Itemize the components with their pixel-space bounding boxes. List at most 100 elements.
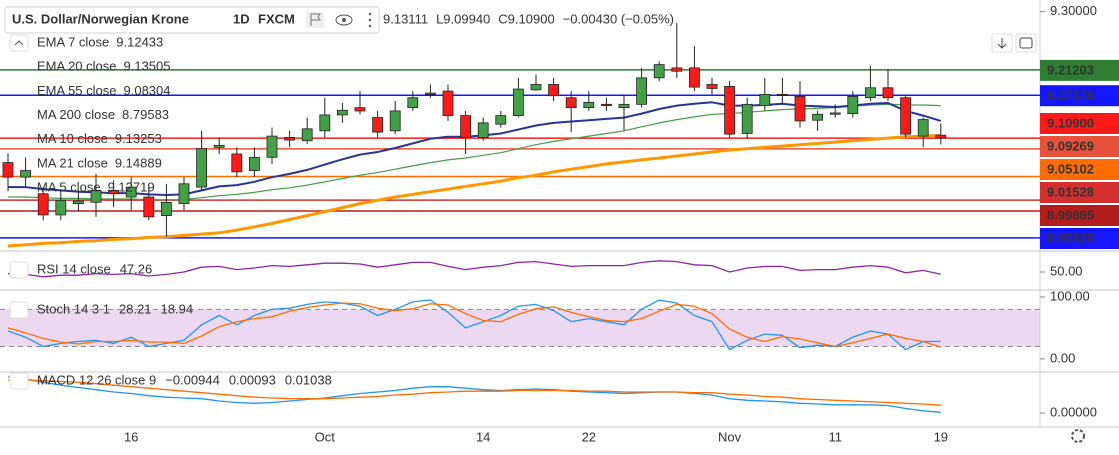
legend-value: 9.13505 — [124, 59, 171, 74]
candle-body — [372, 117, 384, 133]
price-label-bg — [1040, 85, 1119, 107]
legend-name: EMA 7 close — [37, 34, 109, 49]
settings-button[interactable] — [1071, 429, 1085, 443]
legend-toggle[interactable] — [9, 301, 29, 319]
y-tick-label: 0.00000 — [1050, 404, 1097, 419]
price-label: 9.17378 — [1047, 88, 1094, 103]
price-label-bg — [1040, 228, 1119, 249]
candle-body — [935, 134, 947, 139]
down-arrow-icon — [997, 38, 1007, 49]
price-label-bg — [1040, 59, 1119, 81]
candle-body — [125, 186, 137, 198]
eye-icon[interactable] — [335, 14, 353, 26]
x-tick-label: 22 — [582, 429, 596, 444]
x-tick-label: Nov — [718, 429, 742, 444]
fullscreen-button[interactable] — [1015, 33, 1037, 53]
legend-value: 9.12433 — [116, 34, 163, 49]
histogram-readout: −0.00944 — [165, 372, 220, 387]
legend-toggle[interactable] — [9, 372, 29, 390]
price-label: 8.95828 — [1047, 230, 1094, 245]
candle-body — [900, 97, 911, 135]
candle-body — [407, 97, 419, 109]
y-tick-label: 9.30000 — [1050, 3, 1097, 18]
candle-body — [917, 119, 929, 137]
candle-body — [301, 128, 313, 142]
price-label: 9.10900 — [1047, 115, 1094, 130]
candle-body — [424, 92, 436, 95]
candle-body — [706, 84, 718, 89]
legend-value: 9.12719 — [108, 180, 155, 195]
x-tick-label: 11 — [828, 429, 842, 444]
legend-name: MA 5 close — [37, 180, 101, 195]
price-label-bg — [1040, 159, 1119, 180]
candle-body — [583, 101, 595, 109]
pane-title: MACD 12 26 close 9 — [37, 372, 156, 387]
more-icon[interactable] — [368, 12, 372, 28]
legend-value: 9.13253 — [115, 131, 162, 146]
price-label-bg — [1040, 205, 1119, 226]
candle-body — [442, 90, 454, 116]
candle-body — [213, 144, 225, 148]
series-readout: 47.26 — [120, 261, 153, 276]
pane-title: RSI 14 close — [37, 261, 111, 276]
price-label: 8.99885 — [1047, 207, 1094, 222]
oscillator-line — [7, 376, 941, 413]
legend-name: EMA 20 close — [37, 59, 117, 74]
candle-body — [847, 95, 859, 114]
x-tick-label: 16 — [124, 429, 138, 444]
source: FXCM — [258, 11, 295, 26]
legend-value: 9.14889 — [115, 155, 162, 170]
candle-body — [231, 153, 243, 173]
series-readout: 0.01038 — [285, 372, 332, 387]
candle-body — [319, 114, 331, 132]
symbol-name: U.S. Dollar/Norwegian Krone — [12, 11, 189, 26]
candle-body — [477, 122, 489, 138]
candle-body — [37, 193, 49, 216]
candle-body — [759, 93, 771, 107]
candle-body — [248, 156, 260, 171]
oscillator-line — [7, 260, 941, 278]
symbol-box[interactable] — [4, 6, 380, 34]
candle-body — [336, 109, 348, 116]
eye-pupil — [342, 18, 346, 22]
candle-body — [882, 87, 894, 99]
legend-name: EMA 55 close — [37, 83, 117, 98]
candle-body — [160, 201, 172, 216]
candle-body — [601, 103, 612, 107]
candle-body — [73, 200, 84, 205]
legend-toggle[interactable] — [9, 261, 29, 279]
candle-body — [90, 190, 102, 203]
candle-body — [108, 190, 119, 195]
price-label: 9.01528 — [1047, 184, 1094, 199]
stoch-band — [0, 309, 1040, 347]
ohlc-readout: 9.13111 — [383, 11, 428, 26]
candle-body — [618, 103, 630, 109]
x-tick-label: 14 — [476, 429, 490, 444]
candle-body — [794, 95, 806, 122]
legend-value: 9.08304 — [124, 83, 171, 98]
candle-body — [55, 199, 67, 216]
oscillator-line — [8, 379, 941, 406]
x-tick-label: 19 — [934, 429, 948, 444]
ohlc-readout: C9.10900 — [498, 11, 554, 26]
price-label-bg — [1040, 136, 1119, 157]
fullscreen-icon — [1019, 37, 1033, 49]
x-tick-label: Oct — [315, 429, 336, 444]
indicator-line — [7, 133, 941, 248]
candle-body — [354, 107, 366, 112]
price-label: 9.05102 — [1047, 161, 1094, 176]
legend-name: MA 200 close — [37, 107, 115, 122]
candle-body — [266, 135, 278, 158]
interval[interactable]: 1D — [233, 11, 250, 26]
y-tick-label: 0.00 — [1050, 350, 1075, 365]
price-label-bg — [1040, 113, 1119, 134]
legend-toggle[interactable] — [9, 34, 29, 52]
candle-body — [741, 103, 753, 134]
candle-body — [671, 67, 683, 72]
candle-body — [689, 67, 700, 88]
candle-body — [460, 115, 472, 138]
candle-body — [865, 87, 876, 99]
